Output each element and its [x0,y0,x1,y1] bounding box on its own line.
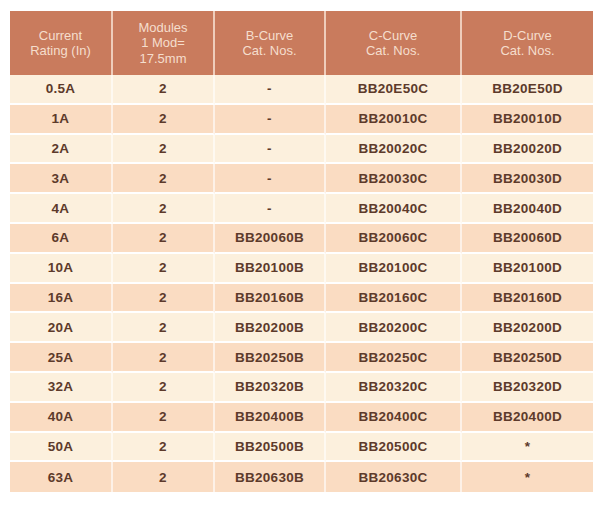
header-cell-d_curve: D-Curve Cat. Nos. [462,11,593,75]
table-cell-current_rating: 10A [10,254,113,284]
table-cell-modules: 2 [113,135,215,165]
table-cell-modules: 2 [113,373,215,403]
table-cell-modules: 2 [113,343,215,373]
table-cell-d_curve: BB20320D [462,373,593,403]
table-cell-c_curve: BB20160C [326,284,462,314]
table-cell-d_curve: BB20250D [462,343,593,373]
table-cell-current_rating: 40A [10,403,113,433]
catalog-table: Current Rating (In)Modules 1 Mod= 17.5mm… [10,11,593,492]
table-cell-current_rating: 3A [10,164,113,194]
table-cell-current_rating: 6A [10,224,113,254]
table-cell-c_curve: BB20040C [326,194,462,224]
table-cell-c_curve: BB20200C [326,313,462,343]
header-cell-c_curve: C-Curve Cat. Nos. [326,11,462,75]
table-cell-modules: 2 [113,254,215,284]
table-cell-d_curve: BB20E50D [462,75,593,105]
table-row: 2A2-BB20020CBB20020D [10,135,593,165]
table-cell-d_curve: BB20200D [462,313,593,343]
page: Current Rating (In)Modules 1 Mod= 17.5mm… [0,0,603,514]
table-cell-d_curve: BB20060D [462,224,593,254]
table-cell-b_curve: - [215,164,326,194]
table-row: 1A2-BB20010CBB20010D [10,105,593,135]
table-cell-b_curve: BB20200B [215,313,326,343]
table-row: 20A2BB20200BBB20200CBB20200D [10,313,593,343]
header-cell-b_curve: B-Curve Cat. Nos. [215,11,326,75]
header-cell-current_rating: Current Rating (In) [10,11,113,75]
table-cell-current_rating: 20A [10,313,113,343]
table-cell-d_curve: BB20020D [462,135,593,165]
table-cell-c_curve: BB20030C [326,164,462,194]
table-cell-d_curve: BB20010D [462,105,593,135]
table-cell-c_curve: BB20010C [326,105,462,135]
table-cell-d_curve: BB20040D [462,194,593,224]
table-cell-d_curve: BB20030D [462,164,593,194]
table-row: 0.5A2-BB20E50CBB20E50D [10,75,593,105]
table-cell-b_curve: BB20400B [215,403,326,433]
table-cell-modules: 2 [113,164,215,194]
table-cell-current_rating: 1A [10,105,113,135]
table-cell-current_rating: 16A [10,284,113,314]
table-cell-modules: 2 [113,194,215,224]
table-cell-b_curve: BB20250B [215,343,326,373]
table-row: 40A2BB20400BBB20400CBB20400D [10,403,593,433]
table-cell-b_curve: BB20100B [215,254,326,284]
table-cell-modules: 2 [113,433,215,463]
table-cell-current_rating: 25A [10,343,113,373]
table-cell-current_rating: 32A [10,373,113,403]
table-row: 32A2BB20320BBB20320CBB20320D [10,373,593,403]
header-cell-modules: Modules 1 Mod= 17.5mm [113,11,215,75]
table-cell-c_curve: BB20060C [326,224,462,254]
table-cell-c_curve: BB20250C [326,343,462,373]
table-cell-current_rating: 63A [10,462,113,492]
table-cell-b_curve: BB20160B [215,284,326,314]
table-row: 25A2BB20250BBB20250CBB20250D [10,343,593,373]
table-cell-d_curve: BB20400D [462,403,593,433]
table-row: 10A2BB20100BBB20100CBB20100D [10,254,593,284]
table-cell-c_curve: BB20E50C [326,75,462,105]
table-row: 4A2-BB20040CBB20040D [10,194,593,224]
table-cell-modules: 2 [113,403,215,433]
table-cell-c_curve: BB20500C [326,433,462,463]
table-cell-modules: 2 [113,105,215,135]
table-cell-modules: 2 [113,462,215,492]
table-cell-current_rating: 0.5A [10,75,113,105]
table-cell-b_curve: BB20320B [215,373,326,403]
table-cell-b_curve: - [215,75,326,105]
table-row: 63A2BB20630BBB20630C* [10,462,593,492]
table-cell-c_curve: BB20100C [326,254,462,284]
table-header-row: Current Rating (In)Modules 1 Mod= 17.5mm… [10,11,593,75]
table-cell-current_rating: 2A [10,135,113,165]
table-cell-current_rating: 50A [10,433,113,463]
table-cell-b_curve: BB20630B [215,462,326,492]
table-cell-d_curve: * [462,462,593,492]
table-row: 3A2-BB20030CBB20030D [10,164,593,194]
table-cell-current_rating: 4A [10,194,113,224]
table-cell-modules: 2 [113,284,215,314]
table-body: 0.5A2-BB20E50CBB20E50D1A2-BB20010CBB2001… [10,75,593,492]
table-cell-b_curve: - [215,194,326,224]
table-cell-c_curve: BB20630C [326,462,462,492]
table-cell-d_curve: BB20160D [462,284,593,314]
table-cell-d_curve: BB20100D [462,254,593,284]
table-cell-modules: 2 [113,224,215,254]
table-cell-b_curve: - [215,135,326,165]
table-row: 16A2BB20160BBB20160CBB20160D [10,284,593,314]
table-cell-b_curve: - [215,105,326,135]
table-row: 6A2BB20060BBB20060CBB20060D [10,224,593,254]
table-cell-b_curve: BB20500B [215,433,326,463]
table-cell-modules: 2 [113,313,215,343]
table-cell-modules: 2 [113,75,215,105]
table-row: 50A2BB20500BBB20500C* [10,433,593,463]
table-cell-c_curve: BB20020C [326,135,462,165]
table-cell-c_curve: BB20320C [326,373,462,403]
table-cell-c_curve: BB20400C [326,403,462,433]
table-cell-b_curve: BB20060B [215,224,326,254]
table-cell-d_curve: * [462,433,593,463]
